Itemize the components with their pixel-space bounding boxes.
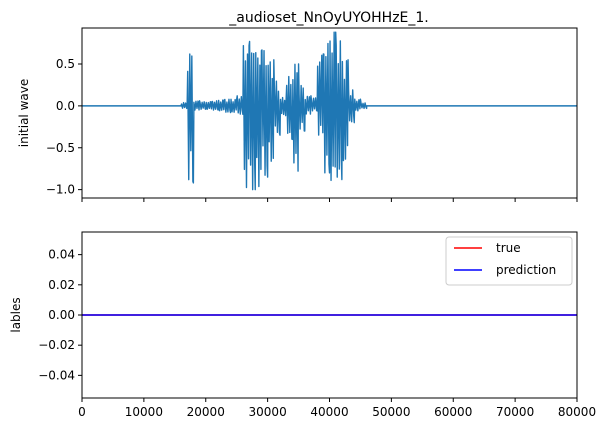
legend-prediction-label: prediction [496,263,556,277]
waveform-line [82,31,577,191]
labels-x-tick-label: 50000 [372,405,410,419]
waveform-y-tick-label: 0.0 [56,99,75,113]
labels-x-tick-label: 60000 [434,405,472,419]
waveform-x-ticks [81,198,578,202]
legend: true prediction [445,236,573,286]
labels-y-tick-label: −0.04 [38,368,75,382]
legend-true-label: true [496,241,521,255]
waveform-y-ticks: −1.0 −0.5 0.0 0.5 [46,57,82,197]
labels-x-tick-label: 30000 [249,405,287,419]
chart-title: _audioset_NnOyUYOHHzE_1. [228,10,429,26]
labels-y-ticks: −0.04 −0.02 0.00 0.02 0.04 [38,248,82,382]
waveform-plot-area [82,31,577,191]
legend-box [445,236,573,286]
waveform-y-tick-label: −0.5 [46,141,75,155]
waveform-y-tick-label: −1.0 [46,183,75,197]
waveform-y-axis-label: initial wave [17,79,31,147]
labels-x-tick-label: 40000 [310,405,348,419]
labels-x-tick-label: 0 [78,405,86,419]
labels-x-tick-label: 10000 [125,405,163,419]
waveform-y-tick-label: 0.5 [56,57,75,71]
labels-y-tick-label: −0.02 [38,338,75,352]
labels-y-tick-label: 0.02 [48,278,75,292]
labels-panel: −0.04 −0.02 0.00 0.02 0.04 0 10000 20000 30000 4… [9,231,596,419]
labels-y-tick-label: 0.04 [48,248,75,262]
labels-x-tick-label: 20000 [187,405,225,419]
labels-y-tick-label: 0.00 [48,308,75,322]
labels-y-axis-label: lables [9,297,23,332]
labels-x-tick-label: 70000 [496,405,534,419]
waveform-panel: _audioset_NnOyUYOHHzE_1. −1.0−0.50.00.5 … [17,10,578,202]
waveform-axes-frame [81,27,578,199]
labels-axes-frame [81,231,578,399]
labels-x-ticks: 0 10000 20000 30000 40000 50000 60000 70000 8000… [78,398,596,419]
labels-x-tick-label: 80000 [558,405,596,419]
